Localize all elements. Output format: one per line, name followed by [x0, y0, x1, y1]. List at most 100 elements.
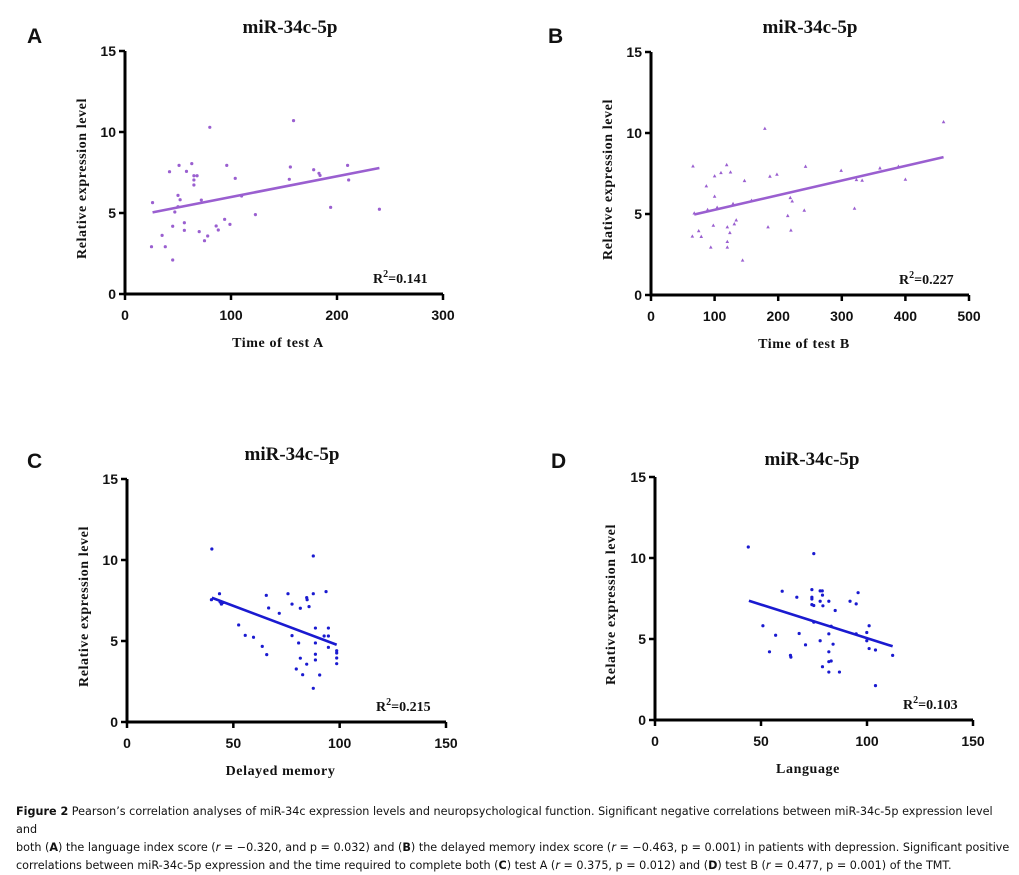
data-point [761, 624, 765, 628]
panel-letter-d: D [551, 450, 567, 473]
x-axis-label: Time of test B [758, 337, 850, 352]
data-point [878, 166, 882, 170]
data-point [335, 656, 339, 660]
y-tick-label: 15 [102, 471, 118, 487]
data-point [335, 649, 339, 653]
data-point [719, 170, 723, 175]
data-point [742, 178, 747, 183]
data-point [867, 646, 871, 651]
data-point [873, 684, 878, 688]
data-point [785, 213, 790, 218]
data-point [347, 178, 351, 182]
data-point [856, 591, 860, 595]
data-point [182, 221, 186, 225]
y-tick-label: 0 [110, 714, 118, 730]
panel-b: miR-34c-5p 0 5 10 15 0 100 200 300 400 500 Time of … [601, 17, 981, 352]
regression-line [211, 596, 338, 646]
data-point [223, 217, 227, 221]
y-tick-label: 0 [638, 712, 646, 728]
x-tick-label: 200 [767, 308, 791, 324]
data-point [837, 670, 842, 674]
data-point [803, 643, 808, 647]
data-point [233, 176, 237, 180]
data-point [896, 164, 901, 168]
data-point [197, 230, 201, 234]
panel-letter-c: C [27, 450, 43, 473]
data-point [167, 170, 172, 174]
y-tick-label: 10 [626, 125, 642, 141]
caption-fragment: both ( [16, 841, 50, 854]
caption-fragment: ) test A ( [506, 859, 556, 872]
data-point [728, 230, 732, 235]
caption-fragment: = −0.320, and p = 0.032) and ( [220, 841, 403, 854]
x-tick-label: 150 [434, 735, 458, 751]
data-point [243, 633, 247, 637]
data-point [827, 632, 831, 636]
data-point [313, 641, 318, 645]
data-point [829, 624, 833, 628]
data-point [173, 210, 177, 214]
data-point [711, 223, 716, 227]
x-tick-label: 500 [957, 308, 981, 324]
data-point [221, 601, 225, 605]
regression-line [152, 166, 380, 214]
caption-fragment: r [611, 841, 616, 854]
x-axis-label: Language [776, 762, 840, 777]
data-point [199, 198, 203, 202]
r-squared-annotation: R2=0.227 [899, 270, 954, 288]
data-point [324, 589, 328, 594]
data-point [225, 163, 229, 167]
data-point [712, 174, 717, 178]
data-point [150, 201, 155, 205]
caption-line-3: correlations between miR-34c-5p expressi… [16, 857, 1011, 875]
y-tick-label: 5 [634, 206, 642, 222]
panel-letter-b: B [548, 25, 564, 48]
data-point [216, 228, 220, 232]
data-point [903, 177, 908, 181]
data-point [829, 659, 833, 663]
data-point [182, 228, 186, 232]
data-point [149, 245, 154, 249]
x-tick-label: 100 [703, 308, 727, 324]
data-point [725, 225, 730, 229]
data-point [329, 205, 333, 209]
data-point [171, 258, 175, 262]
y-tick-label: 10 [100, 124, 116, 140]
data-point [767, 650, 772, 654]
data-point [260, 644, 264, 648]
caption-text-1: Pearson’s correlation analyses of miR-34… [16, 805, 993, 836]
data-point [326, 645, 330, 649]
data-point [190, 161, 194, 166]
x-tick-label: 0 [121, 307, 129, 323]
data-point [267, 606, 271, 610]
data-point [873, 648, 878, 652]
data-point [192, 174, 196, 178]
caption-fragment: A [49, 841, 59, 854]
data-point [210, 547, 214, 551]
caption-fragment: C [498, 859, 507, 872]
x-tick-label: 300 [830, 308, 854, 324]
data-point [176, 205, 180, 209]
data-point [291, 119, 296, 123]
caption-fragment: ) the language index score ( [58, 841, 216, 854]
data-point [176, 193, 180, 197]
data-point [821, 604, 825, 608]
data-point [780, 589, 784, 593]
y-tick-label: 10 [102, 552, 118, 568]
y-tick-label: 0 [634, 287, 642, 303]
y-tick-label: 15 [100, 43, 116, 59]
data-point [298, 656, 302, 660]
chart-title: miR-34c-5p [243, 17, 338, 38]
panel-letter-a: A [27, 25, 43, 48]
chart-title: miR-34c-5p [765, 449, 860, 470]
data-point [326, 634, 330, 638]
data-point [699, 234, 704, 238]
data-point [313, 652, 318, 656]
data-point [833, 608, 837, 613]
data-point [854, 177, 859, 182]
data-point [766, 225, 770, 229]
data-point [313, 658, 318, 662]
data-point [790, 199, 794, 203]
x-tick-label: 400 [894, 308, 918, 324]
